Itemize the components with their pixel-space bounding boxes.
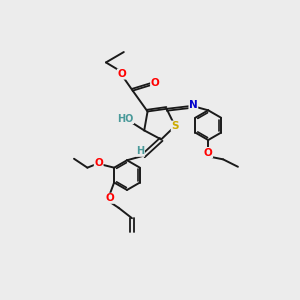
Text: O: O	[94, 158, 103, 168]
Text: N: N	[189, 100, 198, 110]
Text: HO: HO	[117, 113, 134, 124]
Text: H: H	[136, 146, 144, 156]
Text: S: S	[171, 121, 179, 131]
Text: O: O	[117, 69, 126, 79]
Text: O: O	[105, 193, 114, 203]
Text: O: O	[151, 78, 159, 88]
Text: O: O	[204, 148, 213, 158]
